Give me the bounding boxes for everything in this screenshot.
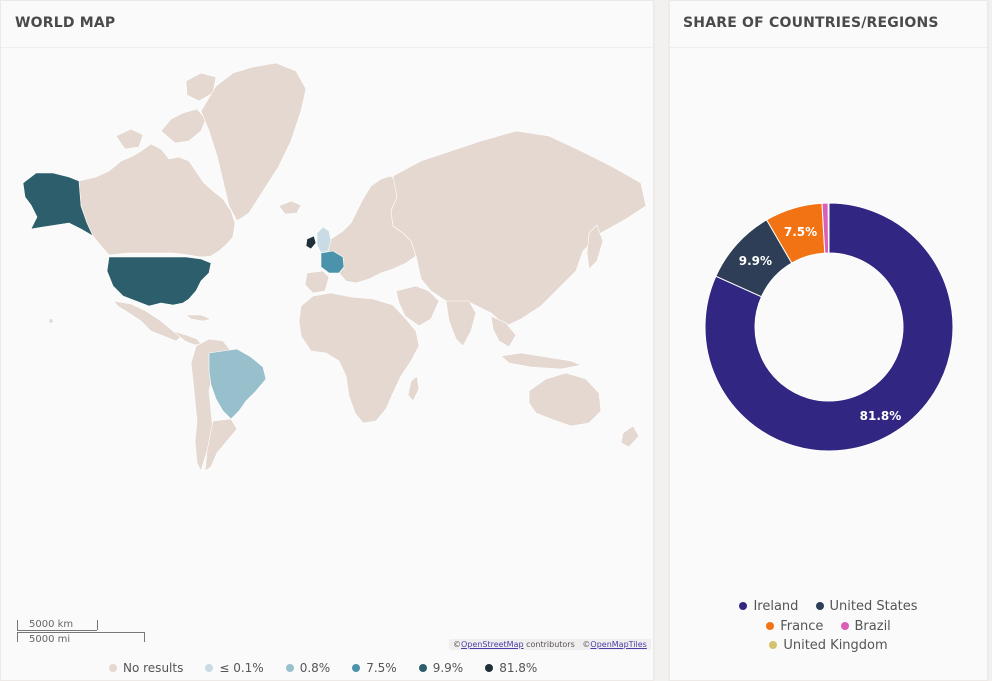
- united-kingdom: [316, 226, 332, 254]
- copyright-symbol: ©: [453, 640, 461, 649]
- legend-dot: [352, 664, 361, 672]
- legend-item-0-8[interactable]: 0.8%: [285, 661, 331, 675]
- legend-label: Brazil: [854, 618, 891, 634]
- donut-legend-row-2: France Brazil: [670, 615, 987, 634]
- legend-label: Ireland: [753, 598, 799, 614]
- canada: [78, 143, 236, 258]
- map-attribution: ©OpenStreetMap contributors ©OpenMapTile…: [449, 639, 651, 650]
- copyright-symbol-2: ©: [582, 640, 591, 649]
- india: [445, 300, 477, 347]
- world-map-title: WORLD MAP: [15, 15, 116, 31]
- title-divider: [1, 47, 653, 48]
- legend-dot: [109, 664, 117, 672]
- donut-chart[interactable]: 81.8% 9.9% 7.5%: [670, 1, 987, 561]
- legend-label: United Kingdom: [783, 637, 888, 653]
- brazil: [208, 348, 267, 420]
- alaska: [22, 172, 94, 237]
- africa: [298, 292, 420, 424]
- title-divider: [670, 47, 987, 48]
- scale-mi-label: 5000 mi: [29, 634, 71, 645]
- landmasses: [22, 62, 647, 472]
- legend-item-no-results[interactable]: No results: [109, 661, 183, 675]
- south-america-south: [204, 418, 238, 472]
- donut-data-label: 7.5%: [784, 225, 817, 239]
- small-island: [48, 318, 54, 324]
- legend-dot: [769, 641, 778, 649]
- france: [320, 250, 345, 274]
- new-zealand: [620, 425, 640, 448]
- greenland: [200, 62, 307, 222]
- legend-item-7-5[interactable]: 7.5%: [352, 661, 397, 675]
- world-map[interactable]: [1, 47, 653, 607]
- legend-dot: [205, 664, 214, 672]
- central-america-caribbean: [172, 314, 212, 346]
- legend-dot: [840, 622, 849, 630]
- legend-dot: [418, 664, 427, 672]
- usa: [106, 256, 212, 307]
- australia: [528, 372, 602, 427]
- indonesia: [500, 352, 582, 370]
- world-map-card: WORLD MAP: [0, 0, 654, 681]
- legend-label: 0.8%: [299, 661, 331, 675]
- donut-slice-united-kingdom[interactable]: [827, 202, 830, 254]
- iberia: [304, 270, 330, 294]
- asia: [390, 130, 647, 327]
- legend-label: France: [780, 618, 824, 634]
- legend-label: 7.5%: [366, 661, 397, 675]
- donut-legend-brazil[interactable]: Brazil: [840, 618, 891, 634]
- share-chart-title: SHARE OF COUNTRIES/REGIONS: [683, 15, 939, 31]
- share-chart-card: SHARE OF COUNTRIES/REGIONS 81.8% 9.9% 7.5%…: [669, 0, 988, 681]
- legend-label: No results: [123, 661, 184, 675]
- scale-bar: 5000 km 5000 mi: [15, 616, 145, 648]
- legend-label: United States: [829, 598, 918, 614]
- donut-legend-row-3: United Kingdom: [670, 634, 987, 653]
- mexico: [112, 300, 182, 342]
- legend-item-81-8[interactable]: 81.8%: [485, 661, 537, 675]
- arabia-middle-east: [395, 285, 440, 327]
- legend-item-le-0-1[interactable]: ≤ 0.1%: [205, 661, 264, 675]
- donut-legend-row-1: Ireland United States: [670, 595, 987, 614]
- legend-dot: [739, 602, 748, 610]
- contributors-text: contributors: [523, 640, 575, 649]
- donut-legend-united-kingdom[interactable]: United Kingdom: [769, 637, 888, 653]
- scale-km-label: 5000 km: [29, 619, 74, 630]
- map-legend: No results ≤ 0.1% 0.8% 7.5% 9.9% 81.8%: [109, 661, 537, 675]
- donut-legend-ireland[interactable]: Ireland: [739, 599, 798, 614]
- legend-dot: [485, 664, 494, 672]
- donut-legend-united-states[interactable]: United States: [815, 598, 918, 614]
- legend-item-9-9[interactable]: 9.9%: [418, 661, 464, 675]
- southeast-asia: [490, 315, 517, 348]
- donut-data-label: 81.8%: [860, 409, 902, 423]
- iceland: [278, 200, 302, 215]
- legend-dot: [285, 664, 294, 672]
- donut-data-label: 9.9%: [739, 254, 772, 268]
- openstreetmap-link[interactable]: OpenStreetMap: [461, 640, 524, 649]
- donut-legend-france[interactable]: France: [766, 619, 823, 634]
- madagascar: [407, 375, 420, 402]
- ireland: [305, 235, 317, 250]
- legend-label: 81.8%: [499, 661, 538, 675]
- legend-label: ≤ 0.1%: [219, 661, 264, 675]
- donut-slice-ireland[interactable]: [704, 202, 954, 452]
- openmaptiles-link[interactable]: OpenMapTiles: [590, 640, 647, 649]
- legend-label: 9.9%: [432, 661, 464, 675]
- japan: [586, 224, 604, 270]
- legend-dot: [766, 622, 775, 630]
- legend-dot: [815, 602, 824, 610]
